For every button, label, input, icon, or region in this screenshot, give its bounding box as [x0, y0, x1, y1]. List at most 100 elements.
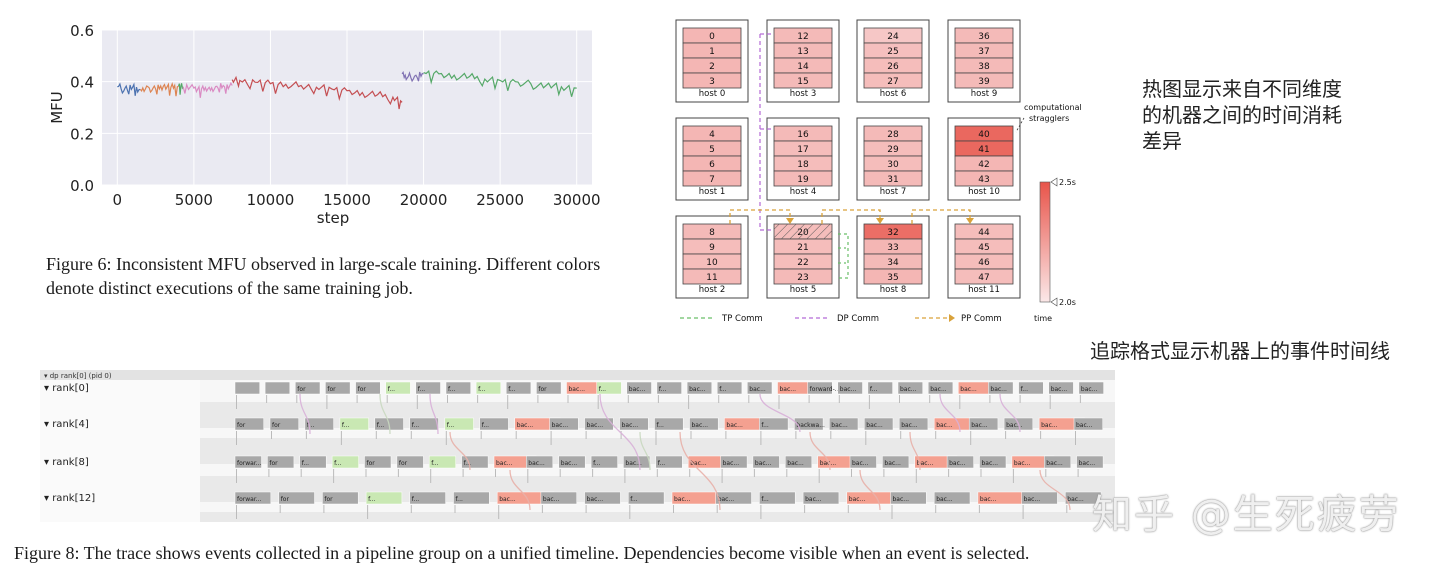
tp-comm-line — [838, 247, 846, 264]
trace-tick — [808, 395, 810, 403]
trace-tick — [690, 431, 692, 439]
trace-event — [988, 381, 1014, 395]
rank-label: 27 — [887, 77, 898, 87]
trace-tick — [1012, 469, 1014, 483]
colorbar-max-label: 2.5s — [1059, 178, 1076, 187]
mfu-line-chart: 0.0 0.2 0.4 0.6 0 5000 10000 15000 20000 25000 300… — [48, 22, 600, 227]
trace-event-label: bac... — [831, 422, 848, 429]
trace-event-label: f... — [659, 386, 666, 393]
trace-tick — [1049, 395, 1051, 409]
trace-event-label: for — [358, 386, 367, 393]
trace-event — [304, 417, 334, 431]
trace-tick — [1075, 431, 1076, 445]
trace-tick — [1019, 395, 1021, 403]
trace-event-label: f... — [761, 422, 768, 429]
trace-event-label: f... — [508, 386, 515, 393]
rank-label: 16 — [797, 130, 809, 140]
trace-tick — [899, 395, 900, 403]
trace-tick — [537, 395, 539, 403]
trace-tick — [1077, 469, 1079, 477]
trace-event — [267, 455, 295, 469]
trace-event-label: bac... — [852, 460, 869, 467]
rank-label: 2 — [709, 62, 715, 72]
trace-event-label: for — [367, 460, 376, 467]
trace-event-label: f... — [593, 460, 600, 467]
trace-event-label: bac... — [690, 460, 707, 467]
rank-label: 35 — [887, 273, 898, 283]
rank-label: 45 — [978, 243, 989, 253]
trace-event-label: bac... — [1041, 422, 1058, 429]
trace-event-label: for — [269, 460, 278, 467]
trace-event — [897, 381, 923, 395]
trace-event — [1048, 381, 1074, 395]
rank-label: 5 — [709, 145, 715, 155]
trace-tick — [935, 431, 937, 439]
trace-event — [720, 455, 748, 469]
trace-tick — [657, 395, 659, 403]
rank-label: 1 — [709, 47, 715, 57]
host-label: host 7 — [880, 187, 906, 197]
trace-tick — [868, 395, 870, 409]
trace-event-label: for — [281, 496, 290, 503]
trace-tick — [375, 431, 377, 439]
trace-event-label: forward-... — [810, 386, 841, 393]
x-tick-label: 20000 — [400, 191, 448, 209]
trace-event — [596, 381, 622, 395]
host-label: host 6 — [880, 89, 906, 99]
trace-tick — [410, 505, 412, 513]
trace-event — [331, 455, 359, 469]
rank-label: 25 — [887, 47, 898, 57]
trace-event-label: f... — [599, 386, 606, 393]
rank-cell — [863, 72, 923, 89]
dp-comm-line — [759, 34, 773, 231]
rank-label: 3 — [709, 77, 715, 87]
trace-event-label: bac... — [949, 460, 966, 467]
trace-tick — [326, 395, 328, 409]
trace-tick — [296, 395, 298, 403]
trace-tick — [760, 431, 762, 445]
trace-tick — [1045, 469, 1047, 477]
trace-event — [619, 417, 649, 431]
trace-event — [409, 491, 446, 505]
rank-label: 28 — [887, 130, 899, 140]
trace-tick — [430, 469, 432, 483]
trace-event-label: f... — [388, 386, 395, 393]
trace-tick — [462, 469, 464, 477]
rank-label: 21 — [797, 243, 808, 253]
trace-event — [623, 455, 651, 469]
trace-event-label: f... — [1021, 386, 1028, 393]
trace-tick — [550, 431, 552, 445]
trace-event-label: bac... — [960, 386, 977, 393]
rank-cell — [863, 268, 923, 285]
trace-event-label: f... — [418, 386, 425, 393]
trace-row-band — [200, 512, 1115, 522]
series-line-run2 — [139, 82, 179, 97]
trace-event-label: f... — [448, 386, 455, 393]
host-label: host 5 — [790, 285, 816, 295]
y-tick-label: 0.4 — [70, 74, 94, 92]
trace-event-label: f... — [334, 460, 341, 467]
host-label: host 3 — [790, 89, 816, 99]
rank-label: 7 — [709, 175, 715, 185]
trace-tick — [1005, 431, 1007, 439]
trace-event-label: bac... — [674, 496, 691, 503]
trace-event — [444, 417, 474, 431]
tp-comm-line — [838, 233, 849, 279]
trace-tick — [1079, 395, 1081, 403]
trace-event-label: bac... — [901, 422, 918, 429]
trace-event-label: f... — [870, 386, 877, 393]
trace-event — [396, 455, 424, 469]
legend-label: TP Comm — [721, 314, 763, 324]
trace-event-label: bac... — [990, 386, 1007, 393]
trace-event-label: bac... — [849, 496, 866, 503]
pp-arrow-head — [786, 218, 794, 224]
trace-tick — [989, 395, 991, 403]
y-tick-label: 0.6 — [70, 22, 94, 40]
host-label: host 4 — [790, 187, 816, 197]
trace-tick — [900, 431, 902, 439]
rank-label: 14 — [797, 62, 809, 72]
legend-arrow — [949, 314, 955, 322]
trace-tick — [585, 505, 587, 513]
heatmap-note: 热图显示来自不同维度 的机器之间的时间消耗 差异 — [1142, 76, 1402, 154]
